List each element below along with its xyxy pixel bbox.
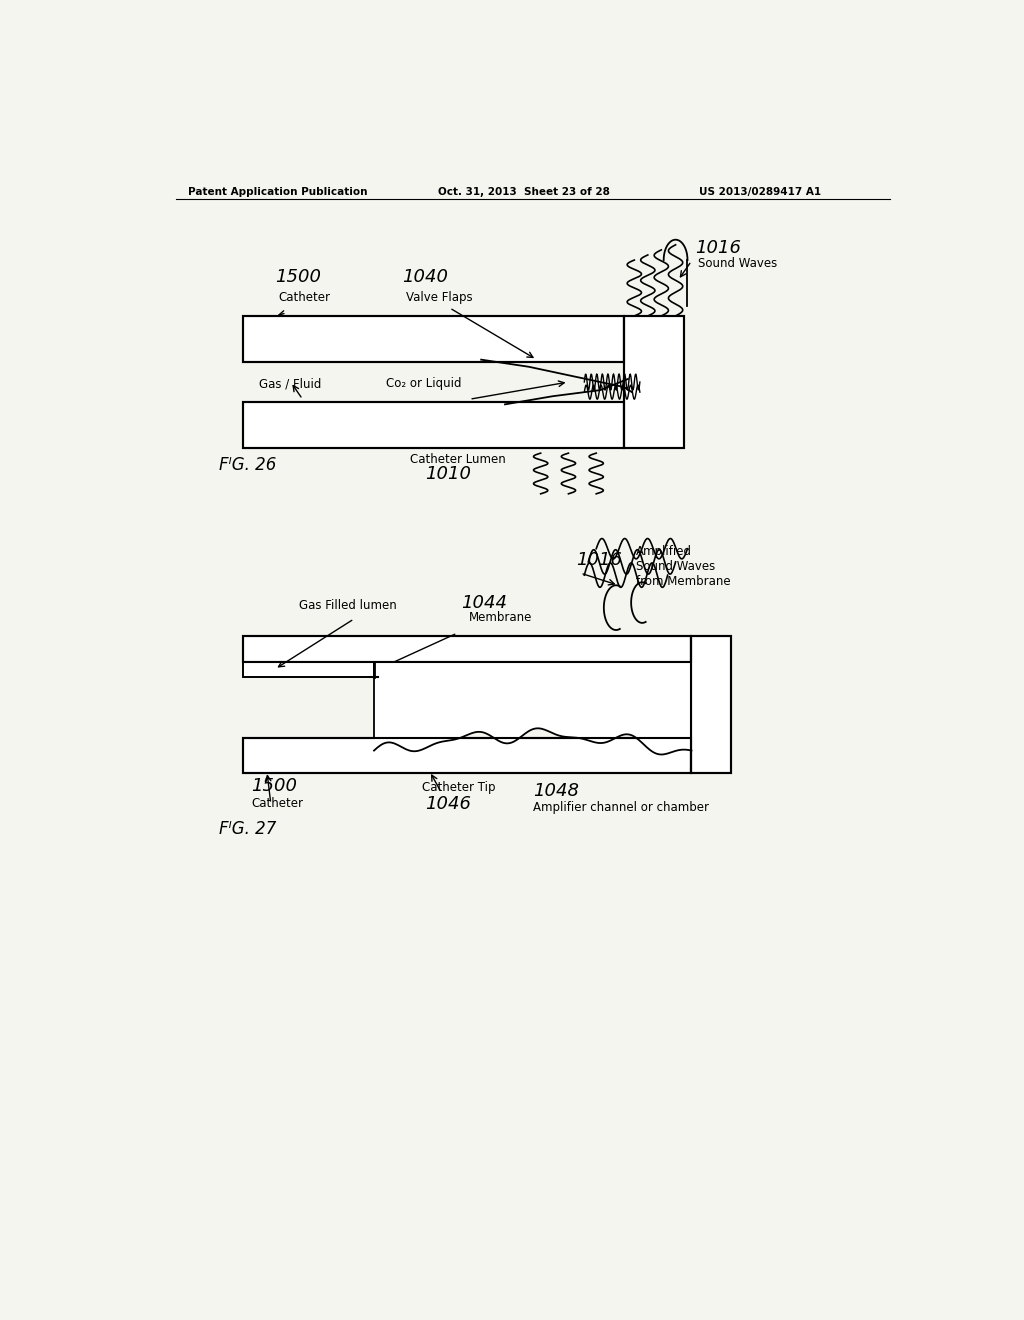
Bar bbox=[243, 636, 691, 661]
Text: Catheter Lumen: Catheter Lumen bbox=[410, 453, 506, 466]
Bar bbox=[243, 403, 624, 447]
Text: US 2013/0289417 A1: US 2013/0289417 A1 bbox=[699, 187, 821, 197]
Text: FᴵG. 26: FᴵG. 26 bbox=[219, 457, 276, 474]
Text: 1016: 1016 bbox=[577, 550, 623, 569]
Bar bbox=[243, 661, 374, 677]
Text: Oct. 31, 2013  Sheet 23 of 28: Oct. 31, 2013 Sheet 23 of 28 bbox=[437, 187, 609, 197]
Bar bbox=[243, 738, 691, 774]
Text: FᴵG. 27: FᴵG. 27 bbox=[219, 820, 276, 838]
Bar bbox=[243, 403, 624, 447]
Bar bbox=[243, 661, 374, 677]
Text: 1046: 1046 bbox=[426, 795, 472, 813]
Bar bbox=[243, 636, 691, 661]
Text: 1044: 1044 bbox=[461, 594, 507, 611]
Text: 1500: 1500 bbox=[251, 776, 297, 795]
Text: Patent Application Publication: Patent Application Publication bbox=[187, 187, 367, 197]
Bar bbox=[624, 315, 684, 447]
Text: Sound Waves: Sound Waves bbox=[636, 560, 715, 573]
Text: 1500: 1500 bbox=[274, 268, 321, 286]
Text: Catheter: Catheter bbox=[251, 797, 303, 810]
Bar bbox=[243, 738, 691, 774]
Text: Catheter Tip: Catheter Tip bbox=[422, 780, 496, 793]
Text: 1040: 1040 bbox=[401, 268, 447, 286]
Text: Membrane: Membrane bbox=[469, 611, 532, 624]
Text: Co₂ or Liquid: Co₂ or Liquid bbox=[386, 378, 462, 391]
Text: Amplifier channel or chamber: Amplifier channel or chamber bbox=[532, 801, 709, 814]
Text: Catheter: Catheter bbox=[279, 290, 331, 304]
Text: Gas / Fluid: Gas / Fluid bbox=[259, 378, 322, 391]
Polygon shape bbox=[374, 661, 691, 755]
Bar bbox=[691, 636, 731, 774]
Text: Amplified: Amplified bbox=[636, 545, 692, 558]
Text: 1016: 1016 bbox=[695, 239, 741, 257]
Bar bbox=[624, 315, 684, 447]
Text: Sound Waves: Sound Waves bbox=[697, 257, 777, 271]
Text: Gas Filled lumen: Gas Filled lumen bbox=[299, 599, 396, 611]
Bar bbox=[243, 315, 624, 362]
Bar bbox=[691, 636, 731, 774]
Text: 1010: 1010 bbox=[426, 465, 472, 483]
Text: Blood: Blood bbox=[557, 688, 590, 700]
Text: from Membrane: from Membrane bbox=[636, 576, 730, 589]
Text: Valve Flaps: Valve Flaps bbox=[406, 290, 472, 304]
Bar bbox=[243, 315, 624, 362]
Text: 1048: 1048 bbox=[532, 781, 579, 800]
